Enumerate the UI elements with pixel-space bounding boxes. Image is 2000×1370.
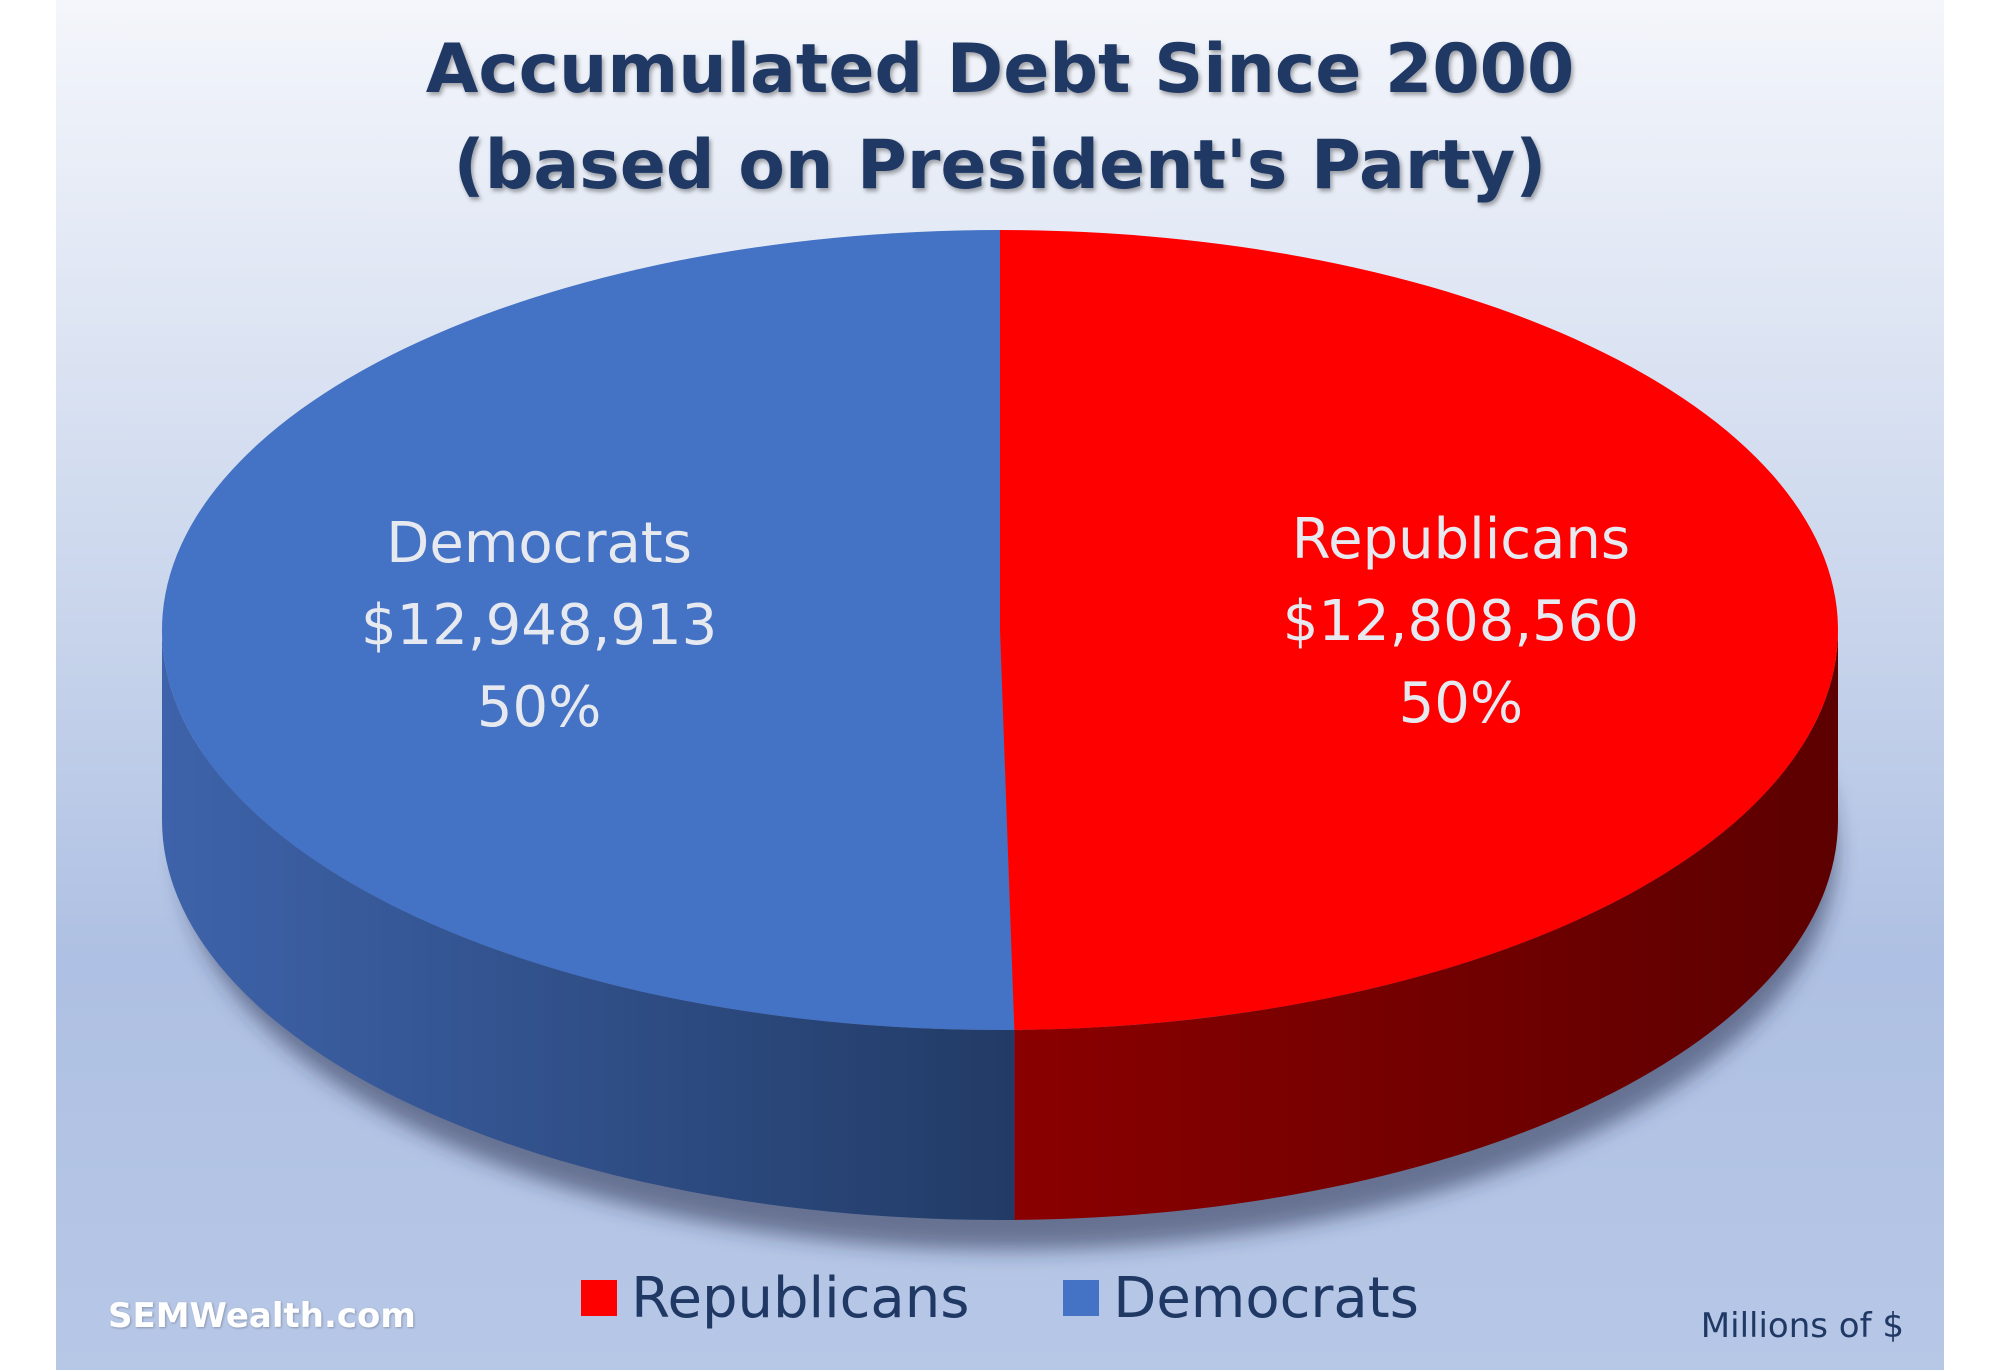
slice-label-democrats-percent: 50% (477, 675, 601, 740)
slice-side-republicans (1014, 630, 1838, 1220)
legend-item-democrats: Democrats (1063, 1266, 1419, 1331)
legend-item-republicans: Republicans (581, 1266, 969, 1331)
slice-label-republicans-name: Republicans (1292, 507, 1630, 572)
chart-title: Accumulated Debt Since 2000 (based on Pr… (56, 22, 1944, 214)
source-credit: SEMWealth.com (108, 1296, 416, 1336)
legend-label-republicans: Republicans (631, 1265, 970, 1331)
legend: Republicans Democrats (56, 1265, 1944, 1331)
slice-label-democrats-value: $12,948,913 (361, 593, 717, 658)
pie-chart: Democrats $12,948,913 50% Republicans $12,80… (161, 230, 1838, 1250)
slice-republicans (1000, 230, 1838, 1030)
slice-democrats (161, 230, 1015, 1031)
legend-label-democrats: Democrats (1113, 1265, 1419, 1331)
chart-title-line-2: (based on President's Party) (453, 126, 1547, 205)
chart-area: Accumulated Debt Since 2000 (based on Pr… (56, 0, 1944, 1370)
slice-label-republicans-percent: 50% (1399, 671, 1523, 736)
slice-side-democrats (162, 630, 1015, 1220)
legend-swatch-democrats (1063, 1280, 1100, 1316)
slice-label-republicans-value: $12,808,560 (1283, 589, 1639, 654)
chart-title-line-1: Accumulated Debt Since 2000 (425, 30, 1575, 109)
slice-label-democrats-name: Democrats (386, 511, 692, 576)
units-note: Millions of $ (1700, 1306, 1904, 1346)
legend-swatch-republicans (581, 1280, 618, 1316)
